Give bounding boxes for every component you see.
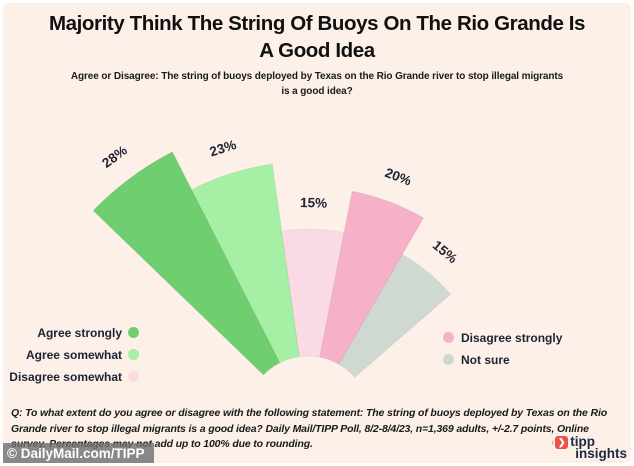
fan-wedge-agree-somewhat	[190, 163, 300, 364]
legend-dot-icon	[128, 349, 139, 360]
legend-item: Agree strongly	[9, 325, 139, 342]
fan-wedge-disagree-somewhat	[281, 228, 345, 358]
tipp-arrow-icon: ❯	[555, 436, 569, 449]
logo-text: tipp insights	[570, 434, 627, 461]
fan-wedge-agree-strongly	[92, 151, 281, 376]
legend-label: Agree somewhat	[25, 348, 122, 362]
wedge-value-label: 15%	[300, 195, 327, 211]
tipp-insights-logo: ‹ ❯ tipp insights	[551, 434, 627, 461]
subtitle-line-2: is a good idea?	[281, 85, 353, 97]
legend-item: Disagree strongly	[443, 330, 562, 347]
page-title: Majority Think The String Of Buoys On Th…	[3, 10, 631, 64]
wedge-value-label: 15%	[430, 238, 460, 267]
legend-label: Not sure	[461, 353, 510, 367]
source-note-line-2: Grande river to stop illegal migrants is…	[11, 422, 589, 435]
legend-dot-icon	[128, 371, 139, 382]
title-line-1: Majority Think The String Of Buoys On Th…	[48, 12, 586, 35]
legend-right: Disagree strongly Not sure	[443, 330, 562, 374]
title-line-2: A Good Idea	[259, 39, 375, 63]
wedge-value-label: 28%	[99, 143, 130, 171]
legend-label: Disagree strongly	[461, 331, 563, 345]
fan-wedge-disagree-strongly	[319, 190, 425, 365]
legend-left: Agree strongly Agree somewhat Disagree som…	[9, 325, 139, 391]
legend-dot-icon	[443, 332, 454, 343]
legend-item: Agree somewhat	[9, 347, 139, 364]
logo-line-2: insights	[575, 446, 627, 461]
logo-curl-icon: ‹	[551, 437, 555, 447]
legend-item: Not sure	[443, 352, 562, 369]
wedge-value-label: 23%	[208, 137, 238, 159]
chart-subtitle: Agree or Disagree: The string of buoys d…	[3, 70, 631, 99]
legend-label: Agree strongly	[37, 326, 122, 340]
legend-dot-icon	[443, 354, 454, 365]
subtitle-line-1: Agree or Disagree: The string of buoys d…	[70, 71, 564, 83]
source-note-line-1: Q: To what extent do you agree or disagr…	[11, 407, 607, 419]
legend-dot-icon	[128, 327, 139, 338]
watermark-bar: © DailyMail.com/TIPP	[3, 443, 154, 463]
fan-wedge-not-sure	[338, 253, 452, 379]
legend-item: Disagree somewhat	[9, 369, 139, 386]
fan-rose-chart: 28% 23% 15% 20% 15%	[92, 137, 460, 379]
logo-line-1: tipp	[570, 434, 595, 449]
legend-label: Disagree somewhat	[9, 370, 122, 384]
wedge-value-label: 20%	[383, 165, 414, 189]
watermark-text: © DailyMail.com/TIPP	[7, 445, 145, 461]
